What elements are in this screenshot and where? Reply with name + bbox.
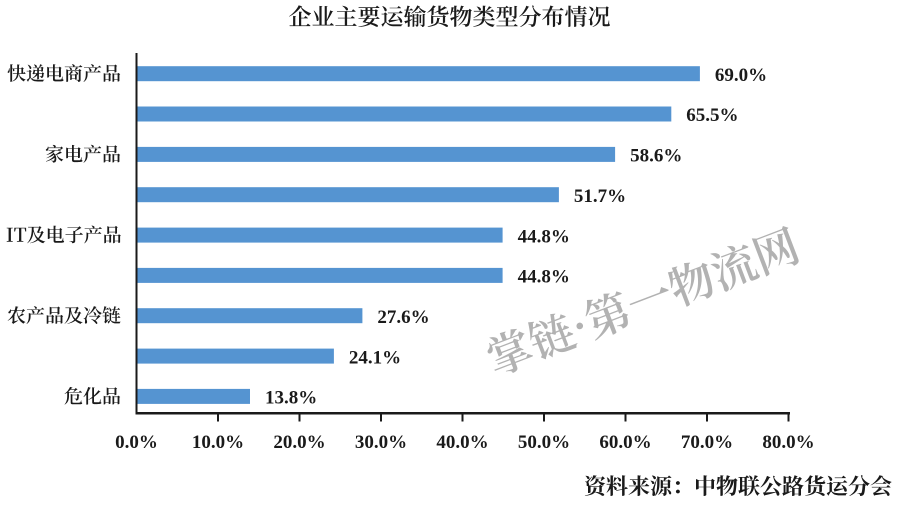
svg-text:69.0%: 69.0% — [715, 65, 767, 86]
svg-text:30.0%: 30.0% — [355, 432, 407, 453]
svg-text:24.1%: 24.1% — [349, 347, 401, 368]
svg-text:0.0%: 0.0% — [115, 432, 158, 453]
svg-text:13.8%: 13.8% — [265, 388, 317, 409]
svg-text:44.8%: 44.8% — [518, 226, 570, 247]
svg-text:44.8%: 44.8% — [518, 267, 570, 288]
svg-text:60.0%: 60.0% — [599, 432, 651, 453]
svg-text:10.0%: 10.0% — [192, 432, 244, 453]
svg-text:65.5%: 65.5% — [686, 105, 738, 126]
svg-text:40.0%: 40.0% — [436, 432, 488, 453]
svg-text:51.7%: 51.7% — [574, 186, 626, 207]
svg-text:20.0%: 20.0% — [273, 432, 325, 453]
svg-text:50.0%: 50.0% — [518, 432, 570, 453]
svg-text:27.6%: 27.6% — [377, 307, 429, 328]
svg-text:80.0%: 80.0% — [762, 432, 814, 453]
svg-text:58.6%: 58.6% — [630, 146, 682, 167]
svg-text:70.0%: 70.0% — [681, 432, 733, 453]
